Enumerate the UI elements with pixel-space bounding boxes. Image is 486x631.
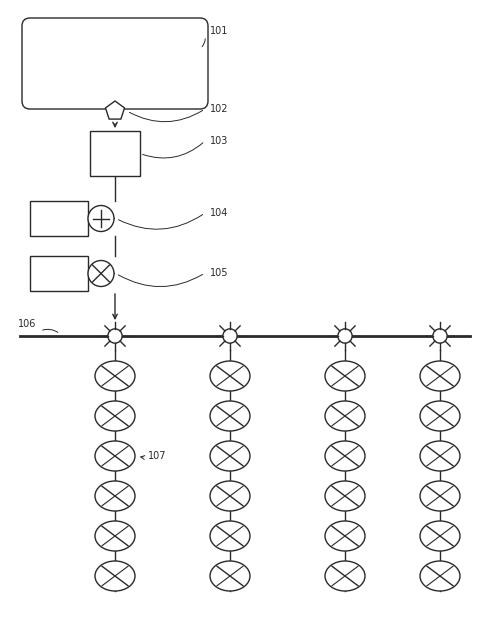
Ellipse shape [420, 481, 460, 511]
Text: 107: 107 [148, 451, 167, 461]
Ellipse shape [325, 361, 365, 391]
Bar [30, 256, 88, 291]
Ellipse shape [325, 561, 365, 591]
Ellipse shape [325, 481, 365, 511]
Circle shape [433, 329, 447, 343]
Circle shape [88, 206, 114, 232]
Ellipse shape [325, 521, 365, 551]
Circle shape [108, 329, 122, 343]
Ellipse shape [420, 441, 460, 471]
Ellipse shape [95, 521, 135, 551]
Circle shape [338, 329, 352, 343]
Ellipse shape [95, 361, 135, 391]
Polygon shape [105, 101, 124, 119]
Ellipse shape [95, 481, 135, 511]
Ellipse shape [420, 401, 460, 431]
Ellipse shape [325, 441, 365, 471]
FancyBboxPatch shape [22, 18, 208, 109]
Ellipse shape [420, 521, 460, 551]
Text: 101: 101 [210, 26, 228, 36]
Ellipse shape [210, 401, 250, 431]
Circle shape [223, 329, 237, 343]
Bar [30, 201, 88, 236]
Text: 105: 105 [210, 268, 228, 278]
Text: 106: 106 [18, 319, 36, 329]
Text: 102: 102 [210, 104, 228, 114]
Ellipse shape [210, 441, 250, 471]
Text: 103: 103 [210, 136, 228, 146]
Ellipse shape [95, 561, 135, 591]
Ellipse shape [420, 361, 460, 391]
Ellipse shape [95, 401, 135, 431]
Ellipse shape [210, 561, 250, 591]
Ellipse shape [325, 401, 365, 431]
Ellipse shape [420, 561, 460, 591]
Ellipse shape [95, 441, 135, 471]
Circle shape [88, 261, 114, 286]
Ellipse shape [210, 481, 250, 511]
Text: 104: 104 [210, 208, 228, 218]
Ellipse shape [210, 361, 250, 391]
Bar [90, 131, 140, 176]
Ellipse shape [210, 521, 250, 551]
